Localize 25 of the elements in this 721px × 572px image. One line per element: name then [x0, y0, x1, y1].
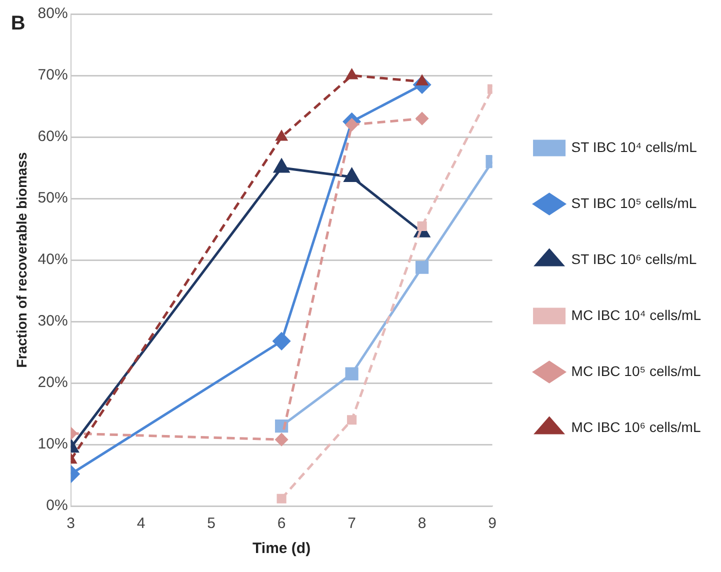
y-tick-label: 30%	[38, 312, 68, 330]
legend-label: ST IBC 10⁶ cells/mL	[571, 250, 697, 267]
y-axis-title: Fraction of recoverable biomass	[13, 152, 30, 368]
y-tick-label: 70%	[38, 66, 68, 84]
y-tick-label: 60%	[38, 128, 68, 146]
legend-label: MC IBC 10⁴ cells/mL	[571, 306, 702, 323]
y-tick-label: 0%	[46, 497, 68, 514]
y-tick-label: 80%	[38, 5, 68, 22]
legend-label: ST IBC 10⁴ cells/mL	[571, 138, 698, 155]
x-tick-label: 8	[418, 515, 426, 532]
x-tick-label: 4	[136, 515, 146, 532]
legend-label: MC IBC 10⁵ cells/mL	[571, 362, 701, 379]
legend-label: MC IBC 10⁶ cells/mL	[571, 418, 701, 435]
x-axis-title: Time (d)	[252, 540, 311, 558]
y-tick-label: 10%	[38, 436, 68, 453]
x-tick-label: 5	[207, 515, 216, 532]
x-tick-label: 6	[277, 515, 286, 532]
y-tick-label: 40%	[38, 251, 68, 268]
y-tick-label: 20%	[38, 374, 68, 392]
x-tick-label: 7	[348, 515, 356, 532]
y-tick-label: 50%	[38, 190, 68, 207]
text: B	[10, 12, 26, 35]
x-tick-label: 9	[488, 515, 496, 532]
legend-label: ST IBC 10⁵ cells/mL	[571, 194, 697, 211]
x-tick-label: 3	[66, 515, 75, 532]
